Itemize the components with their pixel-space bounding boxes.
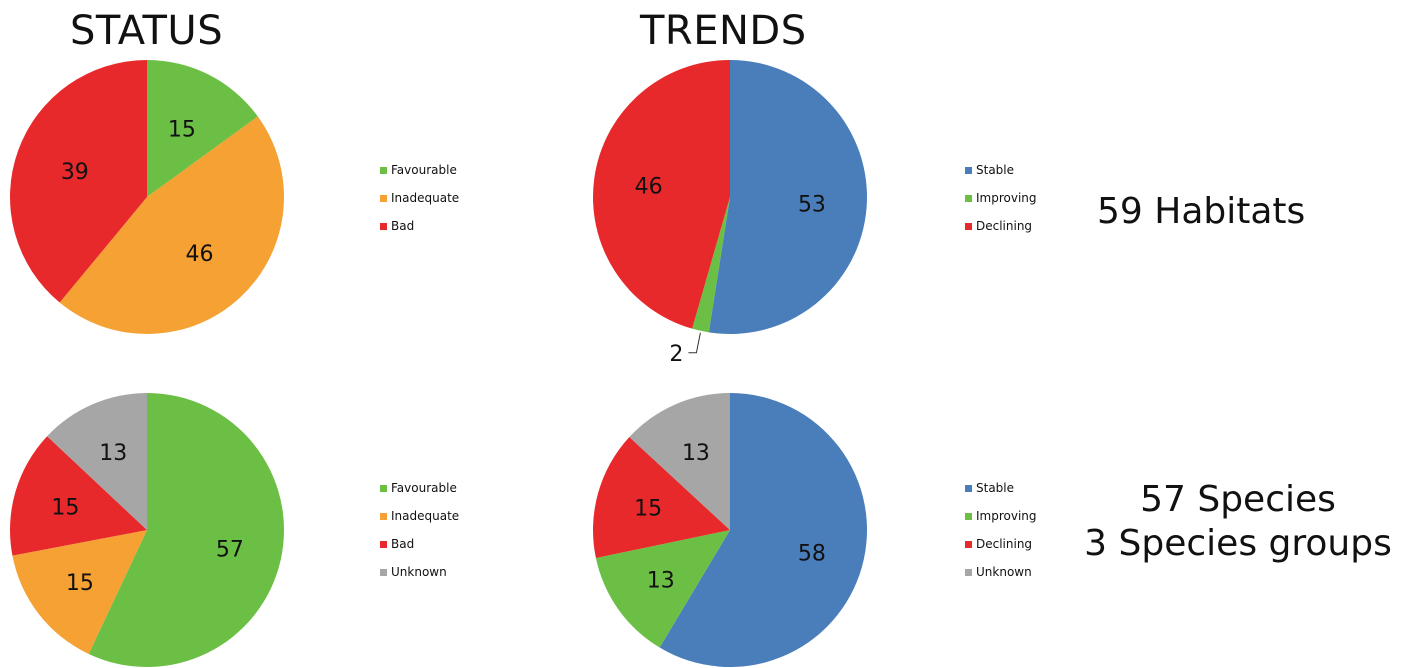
pie-slice-improving xyxy=(595,530,730,648)
slice-value-label: 57 xyxy=(216,538,244,563)
pie-slice-favourable xyxy=(147,60,258,197)
slice-value-label: 39 xyxy=(61,160,89,185)
legend-swatch xyxy=(380,194,387,202)
legend-swatch xyxy=(380,222,387,230)
slice-value-label: 15 xyxy=(168,118,196,143)
legend-item-unknown: Unknown xyxy=(380,558,459,586)
pie-slice-inadequate xyxy=(12,530,147,654)
legend-swatch xyxy=(965,512,972,520)
trends-heading: TRENDS xyxy=(640,8,807,54)
pie-slice-bad xyxy=(9,436,147,556)
pie-slice-inadequate xyxy=(59,116,284,334)
pie-slice-unknown xyxy=(629,393,730,530)
legend-label: Improving xyxy=(976,191,1037,205)
legend-item-improving: Improving xyxy=(965,502,1037,530)
legend-label: Inadequate xyxy=(391,191,460,205)
callout-line xyxy=(688,332,701,354)
slice-value-label: 46 xyxy=(186,242,214,267)
legend-item-inadequate: Inadequate xyxy=(380,184,459,212)
slice-value-label: 15 xyxy=(66,571,94,596)
legend-label: Inadequate xyxy=(391,509,460,523)
legend-swatch xyxy=(380,568,387,576)
legend-swatch xyxy=(380,512,387,520)
legend-swatch xyxy=(380,540,387,548)
species-count-label: 57 Species xyxy=(1140,479,1336,520)
species-trends-pie: 58 13 15 13 xyxy=(593,393,867,667)
pie-slice-stable xyxy=(659,393,867,667)
species-groups-label: 3 Species groups xyxy=(1084,523,1392,564)
pie-slice-favourable xyxy=(88,393,284,667)
legend-label: Improving xyxy=(976,509,1037,523)
species-trends-legend: Stable Improving Declining Unknown xyxy=(965,474,1037,586)
legend-item-inadequate: Inadequate xyxy=(380,502,459,530)
slice-value-label: 15 xyxy=(51,495,79,520)
species-status-pie: 57 15 15 13 xyxy=(9,393,284,667)
species-status-legend: Favourable Inadequate Bad Unknown xyxy=(380,474,459,586)
pie-slice-stable xyxy=(708,60,867,334)
legend-item-bad: Bad xyxy=(380,530,459,558)
slice-value-label: 53 xyxy=(798,192,826,217)
legend-item-bad: Bad xyxy=(380,212,459,240)
legend-item-stable: Stable xyxy=(965,156,1037,184)
status-heading: STATUS xyxy=(70,8,224,54)
legend-label: Unknown xyxy=(391,565,447,579)
legend-label: Declining xyxy=(976,537,1033,551)
slice-value-label: 2 xyxy=(669,342,683,367)
legend-label: Favourable xyxy=(391,163,457,177)
legend-swatch xyxy=(380,484,387,492)
slice-value-label: 13 xyxy=(647,568,675,593)
slice-value-label: 46 xyxy=(635,175,663,200)
legend-label: Stable xyxy=(976,481,1015,495)
legend-item-stable: Stable xyxy=(965,474,1037,502)
pie-slice-declining xyxy=(593,60,730,329)
legend-item-improving: Improving xyxy=(965,184,1037,212)
pie-slice-unknown xyxy=(47,393,147,530)
legend-item-favourable: Favourable xyxy=(380,474,459,502)
legend-label: Favourable xyxy=(391,481,457,495)
legend-item-favourable: Favourable xyxy=(380,156,459,184)
legend-label: Declining xyxy=(976,219,1033,233)
habitats-trends-pie: 53 2 46 xyxy=(593,60,867,367)
legend-swatch xyxy=(965,222,972,230)
legend-swatch xyxy=(965,194,972,202)
legend-item-declining: Declining xyxy=(965,212,1037,240)
habitats-trends-legend: Stable Improving Declining xyxy=(965,156,1037,240)
slice-value-label: 13 xyxy=(99,441,127,466)
legend-label: Unknown xyxy=(976,565,1032,579)
slice-value-label: 15 xyxy=(634,496,662,521)
habitats-status-pie: 15 46 39 xyxy=(10,60,284,334)
legend-swatch xyxy=(965,166,972,174)
habitats-status-legend: Favourable Inadequate Bad xyxy=(380,156,459,240)
pie-slice-bad xyxy=(10,60,147,303)
species-group-label: 57 Species 3 Species groups xyxy=(1078,478,1398,566)
legend-item-declining: Declining xyxy=(965,530,1037,558)
legend-item-unknown: Unknown xyxy=(965,558,1037,586)
legend-swatch xyxy=(965,540,972,548)
pie-slice-declining xyxy=(593,437,730,559)
legend-swatch xyxy=(965,484,972,492)
legend-swatch xyxy=(380,166,387,174)
legend-label: Bad xyxy=(391,537,415,551)
legend-swatch xyxy=(965,568,972,576)
legend-label: Stable xyxy=(976,163,1015,177)
pie-slice-improving xyxy=(692,197,730,333)
slice-value-label: 13 xyxy=(682,441,710,466)
slice-value-label: 58 xyxy=(798,542,826,567)
habitats-group-label: 59 Habitats xyxy=(1097,191,1306,232)
legend-label: Bad xyxy=(391,219,415,233)
